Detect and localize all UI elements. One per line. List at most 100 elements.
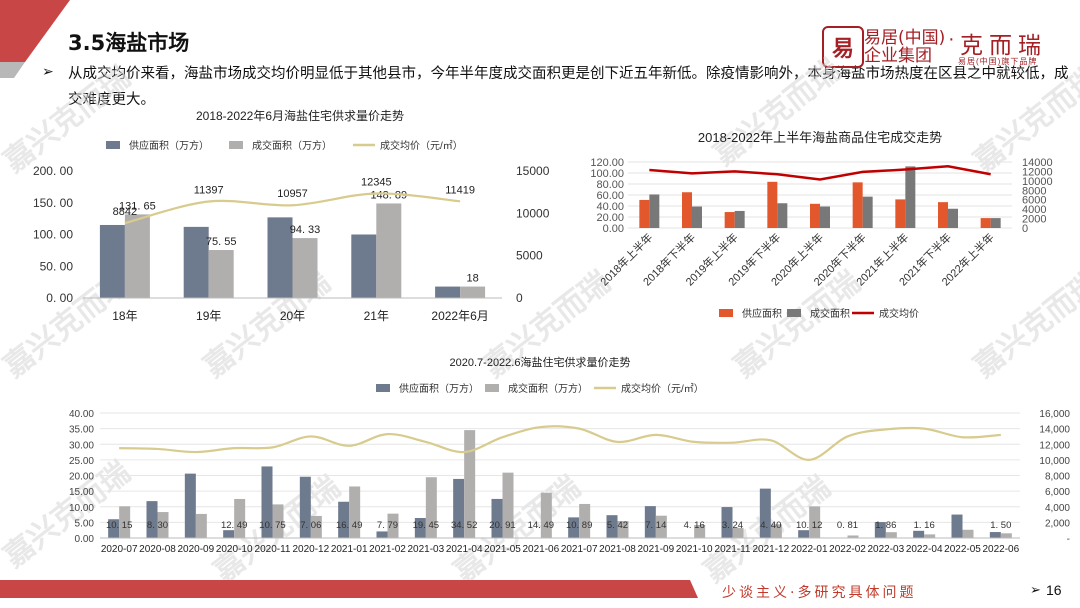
bar-deal — [617, 521, 629, 538]
bar-supply — [435, 286, 461, 298]
logo-brand: 克而瑞 — [960, 33, 1047, 59]
bar-supply — [938, 202, 948, 228]
logo-seal-icon: 易 — [822, 26, 864, 68]
x-tick-label: 2022-04 — [906, 544, 943, 555]
x-tick-label: 20年 — [280, 309, 305, 323]
bar-deal — [692, 206, 702, 228]
legend-swatch — [485, 384, 499, 392]
bar-supply — [721, 507, 733, 538]
x-tick-label: 2022-06 — [982, 544, 1019, 555]
bar-supply — [299, 476, 311, 538]
bar-deal-label: 94. 33 — [290, 224, 321, 236]
y-tick-label: 5.00 — [75, 518, 95, 529]
bar-deal-label: 18 — [466, 273, 478, 285]
y2-tick-label: 2,000 — [1045, 518, 1070, 529]
bar-deal-label: 3. 24 — [722, 520, 743, 531]
y-tick-label: 10.00 — [69, 503, 94, 514]
bar-supply — [267, 217, 293, 298]
x-tick-label: 2022-02 — [829, 544, 866, 555]
page-number: 16 — [1046, 582, 1062, 598]
x-tick-label: 2021-10 — [676, 544, 713, 555]
legend-label: 供应面积 — [742, 307, 782, 320]
bar-deal — [292, 238, 318, 298]
bar-deal — [579, 503, 591, 538]
bar-supply — [183, 226, 209, 298]
footer-slogan: 少谈主义·多研究具体问题 — [722, 585, 917, 601]
bar-supply — [261, 466, 273, 538]
bar-deal — [990, 218, 1001, 228]
bar-deal — [820, 206, 830, 228]
bar-deal — [732, 527, 744, 538]
y-tick-label: 0. 00 — [46, 291, 73, 305]
legend-label: 供应面积（万方） — [399, 382, 479, 395]
bar-deal — [770, 524, 782, 538]
y2-tick-label: 16,000 — [1039, 409, 1070, 420]
halfyear-transaction-chart: 2018-2022年上半年海盐商品住宅成交走势 0.0020.0040.0060.… — [590, 130, 1053, 320]
y2-tick-label: 14,000 — [1039, 425, 1070, 436]
y-tick-label: 40.00 — [596, 201, 624, 213]
bar-supply — [338, 501, 350, 538]
x-tick-label: 2021-02 — [369, 544, 406, 555]
x-tick-label: 2022-03 — [867, 544, 904, 555]
bar-deal-label: 19. 45 — [413, 520, 439, 531]
bar-deal-label: 7. 14 — [645, 520, 666, 531]
x-tick-label: 2020-07 — [101, 544, 138, 555]
bar-deal-label: 1. 16 — [914, 520, 935, 531]
price-label: 8842 — [113, 206, 137, 218]
x-tick-label: 19年 — [196, 309, 221, 323]
bar-supply — [184, 473, 196, 538]
bar-deal-label: 4. 16 — [684, 520, 705, 531]
x-tick-label: 2022-01 — [791, 544, 828, 555]
bar-deal — [847, 535, 859, 538]
y2-tick-label: - — [1067, 534, 1070, 545]
legend-label: 成交均价（元/㎡） — [380, 139, 463, 152]
y-tick-label: 80.00 — [596, 179, 624, 191]
price-line — [649, 164, 991, 181]
bar-supply — [852, 182, 863, 228]
price-line — [119, 425, 1001, 461]
x-tick-label: 2020-08 — [139, 544, 176, 555]
x-tick-label: 2022年6月 — [431, 309, 488, 323]
x-tick-label: 2021-05 — [484, 544, 521, 555]
y-tick-label: 60.00 — [596, 190, 624, 202]
bar-deal — [425, 477, 437, 538]
x-tick-label: 2020-12 — [292, 544, 329, 555]
x-tick-label: 2020-09 — [177, 544, 214, 555]
bar-deal-label: 10. 12 — [796, 520, 822, 531]
legend-swatch — [787, 309, 801, 317]
logo-subtitle: 易居(中国)旗下品牌 — [958, 57, 1038, 66]
x-tick-label: 2021-01 — [331, 544, 368, 555]
x-tick-label: 2021-09 — [637, 544, 674, 555]
bar-deal-label: 1. 50 — [990, 520, 1011, 531]
y2-tick-label: 0 — [1022, 223, 1028, 235]
bar-supply — [99, 224, 125, 298]
bar-supply — [798, 530, 810, 538]
bar-deal — [272, 504, 284, 538]
bar-deal — [157, 512, 169, 538]
bar-supply — [682, 192, 692, 228]
chart-title: 2018-2022年上半年海盐商品住宅成交走势 — [698, 130, 942, 145]
y2-tick-label: 10,000 — [1039, 456, 1070, 467]
bar-deal — [885, 532, 897, 538]
footer-bar — [0, 580, 698, 598]
bar-deal-label: 0. 81 — [837, 520, 858, 531]
y2-tick-label: 10000 — [1022, 176, 1053, 188]
x-tick-label: 2021-03 — [407, 544, 444, 555]
y-tick-label: 120.00 — [590, 157, 624, 169]
y-tick-label: 40.00 — [69, 409, 94, 420]
logo-company-line1: 易居(中国) — [864, 28, 946, 48]
bar-supply — [414, 518, 426, 538]
bar-deal-label: 14. 49 — [528, 520, 554, 531]
bar-supply — [980, 218, 991, 228]
page-title: 3.5海盐市场 — [68, 31, 190, 55]
bar-deal — [464, 430, 476, 538]
logo-company-line2: 企业集团 — [864, 46, 932, 66]
y-tick-label: 100.00 — [590, 168, 624, 180]
chart-title: 2018-2022年6月海盐住宅供求量价走势 — [196, 108, 404, 123]
bar-deal — [208, 250, 234, 298]
bar-deal — [502, 472, 514, 538]
y2-tick-label: 2000 — [1022, 214, 1046, 226]
bar-deal — [694, 525, 706, 538]
